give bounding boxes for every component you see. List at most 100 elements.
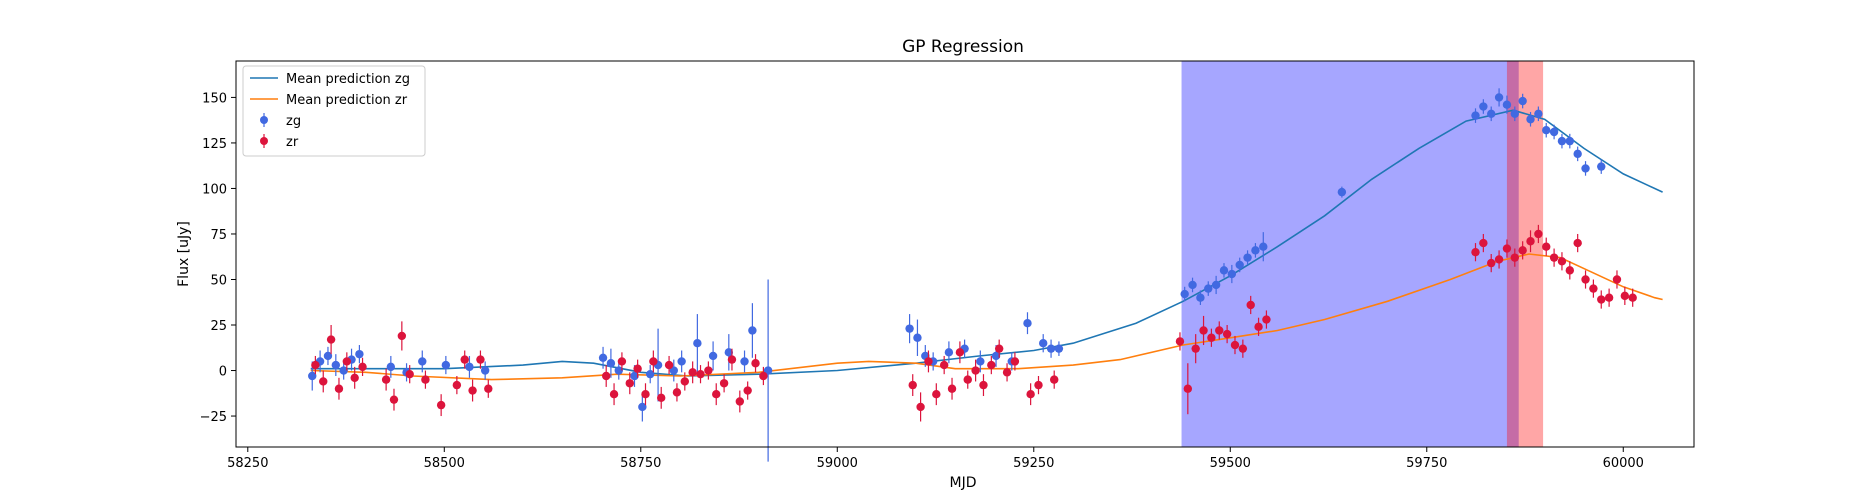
data-point	[1046, 344, 1056, 353]
data-point	[1510, 253, 1519, 262]
data-point	[979, 380, 988, 390]
data-point	[1597, 162, 1606, 171]
data-point	[693, 339, 702, 348]
data-point	[1227, 269, 1237, 279]
data-point	[1597, 295, 1606, 304]
data-point	[609, 389, 619, 399]
data-point	[971, 366, 980, 375]
data-point	[334, 384, 344, 393]
legend-marker-swatch	[260, 137, 268, 145]
data-point	[1054, 344, 1064, 353]
data-point	[649, 357, 658, 366]
data-point	[735, 397, 745, 406]
data-point	[468, 386, 477, 395]
data-point	[418, 357, 427, 366]
legend-item: Mean prediction zr	[250, 93, 408, 108]
legend-label: zr	[286, 135, 299, 150]
legend-item: Mean prediction zg	[250, 72, 410, 87]
data-point	[1620, 291, 1630, 301]
data-point	[1222, 329, 1232, 339]
data-point	[1238, 344, 1248, 353]
data-point	[1494, 93, 1504, 102]
data-point	[381, 375, 391, 384]
data-point	[1581, 275, 1590, 284]
data-point	[669, 366, 678, 375]
data-point	[991, 351, 1001, 361]
data-point	[638, 402, 647, 412]
data-point	[1494, 255, 1504, 264]
data-point	[763, 366, 773, 375]
data-point	[630, 371, 639, 381]
data-point	[1487, 258, 1496, 268]
data-point	[323, 351, 333, 361]
legend-item: zg	[260, 113, 301, 129]
data-point	[1254, 322, 1263, 332]
data-point	[617, 357, 627, 366]
x-tick-label: 58500	[424, 456, 465, 471]
data-point	[908, 380, 917, 390]
data-point	[614, 366, 623, 375]
data-point	[672, 388, 682, 397]
data-point	[331, 360, 341, 370]
data-point	[1191, 344, 1200, 353]
data-point	[476, 355, 485, 364]
data-point	[1534, 229, 1543, 239]
plot-frame	[235, 60, 1695, 448]
data-point	[712, 389, 721, 399]
data-point	[1510, 109, 1519, 119]
data-point	[601, 371, 611, 381]
series-zr	[311, 224, 1637, 422]
data-point	[606, 359, 616, 368]
legend: Mean prediction zg Mean prediction zr zg zr	[242, 65, 426, 157]
data-point	[1542, 242, 1551, 251]
x-tick-label: 59750	[1406, 456, 1447, 471]
data-point	[1039, 339, 1048, 348]
y-axis: −25 0 25 50 75 100 125 150	[200, 91, 236, 425]
x-axis: 58250 58500 58750 59000 59250 59500 59750 60000	[227, 447, 1644, 471]
data-point	[987, 360, 996, 370]
data-point	[740, 357, 749, 366]
data-point	[1612, 275, 1622, 284]
y-tick-label: 150	[202, 91, 227, 106]
data-point	[1188, 280, 1197, 290]
data-point	[1023, 318, 1032, 328]
data-point	[1526, 115, 1535, 124]
x-tick-label: 59250	[1013, 456, 1054, 471]
data-point	[727, 355, 737, 364]
data-point	[1549, 127, 1559, 137]
data-point	[326, 335, 336, 344]
data-point	[1526, 237, 1535, 246]
data-point	[976, 357, 985, 366]
data-point	[1502, 100, 1512, 109]
data-point	[759, 371, 768, 381]
data-point	[1534, 109, 1543, 119]
data-point	[963, 375, 972, 384]
data-point	[350, 373, 359, 383]
data-point	[1183, 384, 1193, 393]
data-point	[1050, 375, 1059, 384]
x-tick-label: 58250	[227, 456, 268, 471]
data-point	[1471, 247, 1480, 257]
x-tick-label: 58750	[620, 456, 661, 471]
legend-label: zg	[286, 114, 301, 129]
data-point	[1518, 246, 1527, 255]
y-tick-label: 125	[202, 137, 227, 152]
data-point	[677, 357, 686, 366]
data-point	[1589, 284, 1598, 293]
legend-item: zr	[260, 134, 299, 150]
data-point	[913, 333, 922, 342]
data-point	[1204, 284, 1213, 293]
data-point	[460, 355, 469, 364]
data-point	[657, 393, 666, 403]
shaded-region-1	[1181, 61, 1519, 447]
data-point	[1479, 238, 1488, 248]
data-point	[1235, 260, 1244, 270]
data-point	[598, 353, 608, 362]
data-point	[1243, 253, 1252, 262]
data-point	[1196, 293, 1205, 302]
data-point	[1487, 109, 1496, 119]
data-point	[355, 349, 364, 359]
data-point	[719, 379, 729, 388]
data-point	[939, 360, 949, 370]
data-point	[924, 357, 933, 366]
